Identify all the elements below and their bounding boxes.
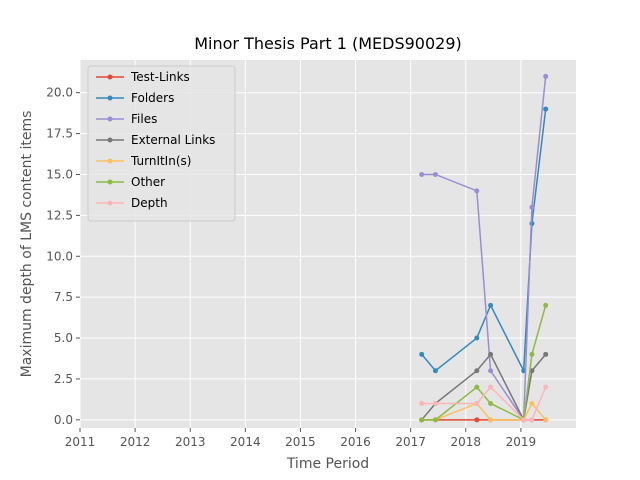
data-point — [543, 302, 549, 308]
data-point — [488, 417, 494, 423]
data-point — [419, 351, 425, 357]
legend-label: Depth — [131, 196, 168, 210]
x-tick-label: 2017 — [395, 435, 426, 449]
data-point — [543, 106, 549, 112]
y-tick-label: 20.0 — [46, 86, 73, 100]
data-point — [488, 302, 494, 308]
x-tick-label: 2011 — [65, 435, 96, 449]
data-point — [529, 351, 535, 357]
data-point — [474, 188, 480, 194]
grid — [79, 60, 576, 428]
x-tick-label: 2019 — [506, 435, 537, 449]
data-point — [529, 417, 535, 423]
legend-label: Test-Links — [130, 70, 190, 84]
data-point — [488, 400, 494, 406]
y-axis-label: Maximum depth of LMS content items — [19, 111, 35, 378]
x-axis-label: Time Period — [286, 456, 369, 472]
data-point — [474, 417, 480, 423]
y-tick-label: 7.5 — [54, 290, 73, 304]
data-point — [432, 417, 438, 423]
legend-item: Folders — [96, 91, 174, 105]
legend: Test-Links Folders Files External Links Turn… — [87, 65, 236, 222]
y-tick-label: 17.5 — [46, 127, 73, 141]
y-tick-label: 10.0 — [46, 249, 73, 263]
data-point — [521, 417, 527, 423]
data-point — [419, 171, 425, 177]
data-point — [543, 73, 549, 79]
x-tick-label: 2012 — [120, 435, 151, 449]
data-point — [488, 384, 494, 390]
legend-marker — [107, 95, 113, 101]
legend-marker — [107, 200, 113, 206]
legend-marker — [107, 158, 113, 164]
legend-label: External Links — [131, 133, 215, 147]
legend-marker — [107, 137, 113, 143]
legend-label: Folders — [131, 91, 174, 105]
x-tick-label: 2016 — [340, 435, 371, 449]
series-files — [419, 73, 549, 423]
series-depth — [419, 384, 549, 423]
data-point — [474, 400, 480, 406]
data-point — [474, 384, 480, 390]
data-point — [543, 351, 549, 357]
data-point — [488, 351, 494, 357]
legend-item: Test-Links — [96, 70, 190, 84]
x-tick-label: 2015 — [285, 435, 316, 449]
legend-marker — [107, 74, 113, 80]
legend-item: Files — [96, 112, 157, 126]
legend-item: Depth — [96, 196, 168, 210]
data-point — [432, 368, 438, 374]
data-point — [419, 417, 425, 423]
x-tick-label: 2018 — [451, 435, 482, 449]
data-point — [543, 384, 549, 390]
series-lines — [419, 73, 549, 423]
data-point — [488, 368, 494, 374]
data-point — [432, 171, 438, 177]
x-tick-label: 2013 — [175, 435, 206, 449]
legend-marker — [107, 179, 113, 185]
data-point — [529, 400, 535, 406]
data-point — [529, 204, 535, 210]
y-tick-label: 0.0 — [54, 413, 73, 427]
data-point — [474, 335, 480, 341]
y-tick-label: 2.5 — [54, 372, 73, 386]
chart-title: Minor Thesis Part 1 (MEDS90029) — [194, 34, 462, 53]
legend-label: Files — [131, 112, 157, 126]
data-point — [432, 400, 438, 406]
legend-label: Other — [131, 175, 165, 189]
y-tick-label: 15.0 — [46, 167, 73, 181]
legend-marker — [107, 116, 113, 122]
legend-item: External Links — [96, 133, 215, 147]
legend-item: TurnItIn(s) — [96, 154, 191, 168]
data-point — [543, 417, 549, 423]
legend-item: Other — [96, 175, 165, 189]
data-point — [419, 400, 425, 406]
data-point — [474, 368, 480, 374]
y-tick-label: 12.5 — [46, 208, 73, 222]
x-tick-label: 2014 — [230, 435, 261, 449]
legend-box — [87, 65, 236, 222]
legend-label: TurnItIn(s) — [130, 154, 191, 168]
y-tick-label: 5.0 — [54, 331, 73, 345]
axis-ticks: 2011 2012 2013 2014 2015 2016 2017 2018 2019 0.0 2… — [46, 86, 536, 449]
